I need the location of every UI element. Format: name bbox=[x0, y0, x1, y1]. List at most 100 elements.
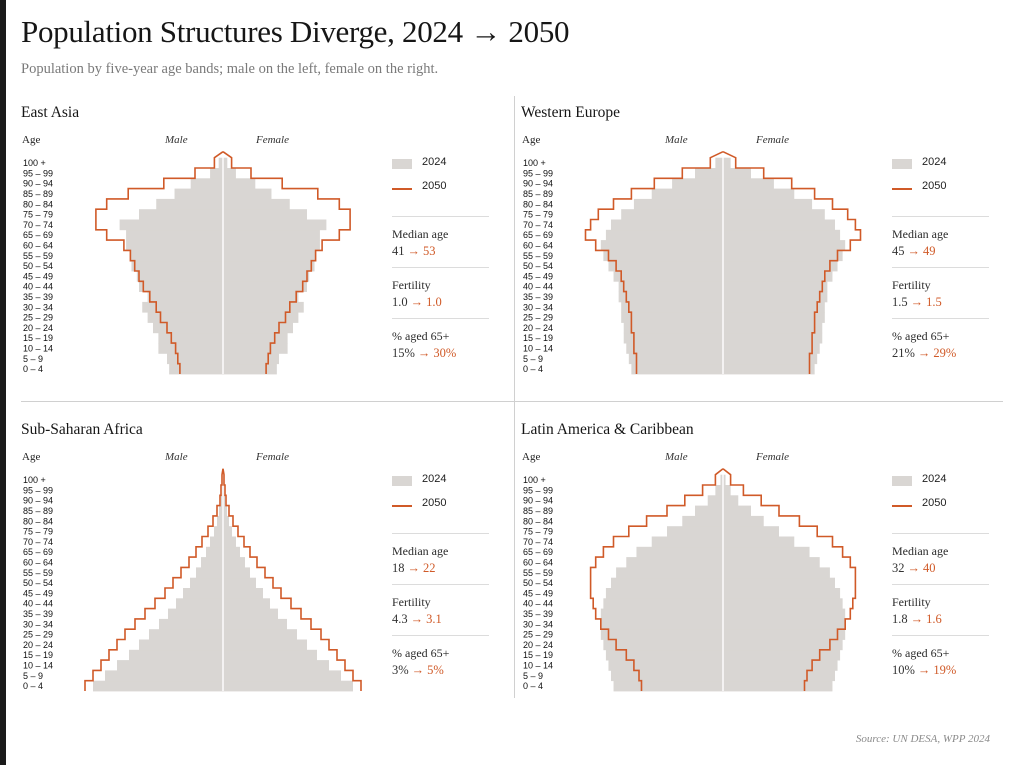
legend-line-2050 bbox=[892, 505, 912, 507]
aged-65-stat: % aged 65+ 3% → 5% bbox=[392, 635, 489, 677]
bar-2024-male bbox=[626, 557, 723, 568]
legend-swatch-2024 bbox=[892, 159, 912, 169]
legend-item-2050: 2050 bbox=[392, 495, 492, 519]
bar-2024-male bbox=[183, 588, 223, 599]
age-band-label: 100 + bbox=[523, 158, 546, 168]
region-title: Sub-Saharan Africa bbox=[21, 421, 143, 438]
bar-2024-female bbox=[723, 546, 810, 558]
bar-2024-male bbox=[169, 363, 223, 375]
bar-2024-female bbox=[223, 219, 327, 231]
age-band-label: 10 – 14 bbox=[23, 343, 53, 353]
bar-2024-female bbox=[223, 363, 277, 375]
legend-swatch-2024 bbox=[392, 476, 412, 486]
bar-2024-female bbox=[723, 178, 774, 189]
bar-2024-female bbox=[723, 660, 838, 671]
age-band-label: 45 – 49 bbox=[523, 271, 553, 281]
aged-65-2050-value: 30% bbox=[433, 346, 457, 360]
bar-2024-male bbox=[159, 618, 223, 630]
bar-2024-female bbox=[223, 322, 293, 334]
age-band-label: 90 – 94 bbox=[23, 179, 53, 189]
aged-65-2024-value: 10% bbox=[892, 663, 915, 677]
median-age-value: 45 → 49 bbox=[892, 244, 936, 259]
age-band-label: 95 – 99 bbox=[23, 485, 53, 495]
male-label: Male bbox=[665, 451, 688, 463]
age-band-label: 10 – 14 bbox=[523, 343, 553, 353]
line-2050-female bbox=[722, 468, 857, 691]
aged-65-2050-value: 19% bbox=[933, 663, 957, 677]
age-band-label: 15 – 19 bbox=[23, 333, 53, 343]
bar-2024-female bbox=[223, 567, 250, 579]
fertility-stat: Fertility 1.0 → 1.0 bbox=[392, 267, 489, 309]
legend-line-2050 bbox=[392, 505, 412, 507]
age-band-label: 50 – 54 bbox=[523, 261, 553, 271]
age-band-label: 30 – 34 bbox=[23, 619, 53, 629]
legend-label-2024: 2024 bbox=[422, 473, 447, 485]
bar-2024-female bbox=[723, 495, 739, 506]
bar-2024-female bbox=[723, 639, 843, 651]
aged-65-2050-value: 5% bbox=[427, 663, 444, 677]
line-2050-female bbox=[222, 468, 362, 691]
age-band-label: 5 – 9 bbox=[523, 671, 543, 681]
bar-2024-male bbox=[600, 629, 723, 640]
age-band-label: 75 – 79 bbox=[23, 210, 53, 220]
age-band-label: 60 – 64 bbox=[23, 557, 53, 567]
median-age-value: 41 → 53 bbox=[392, 244, 436, 259]
bar-2024-male bbox=[219, 505, 223, 517]
bar-2024-female bbox=[223, 209, 307, 220]
bar-2024-male bbox=[611, 219, 723, 231]
age-band-label: 40 – 44 bbox=[523, 282, 553, 292]
legend: 2024 2050 bbox=[892, 154, 992, 202]
female-label: Female bbox=[756, 451, 789, 463]
bar-2024-male bbox=[613, 680, 723, 692]
age-band-label: 30 – 34 bbox=[23, 302, 53, 312]
arrow-icon: → bbox=[907, 244, 921, 258]
age-band-label: 95 – 99 bbox=[523, 485, 553, 495]
median-age-stat: Median age 32 → 40 bbox=[892, 533, 989, 575]
legend-label-2024: 2024 bbox=[922, 473, 947, 485]
age-band-label: 80 – 84 bbox=[523, 199, 553, 209]
age-band-label: 80 – 84 bbox=[23, 516, 53, 526]
bar-2024-female bbox=[223, 505, 227, 517]
aged-65-stat: % aged 65+ 21% → 29% bbox=[892, 318, 989, 360]
bar-2024-female bbox=[223, 495, 225, 506]
fertility-2024-value: 1.0 bbox=[392, 295, 408, 309]
age-band-label: 70 – 74 bbox=[23, 220, 53, 230]
bar-2024-male bbox=[139, 639, 223, 651]
age-band-label: 15 – 19 bbox=[23, 650, 53, 660]
age-band-label: 70 – 74 bbox=[23, 537, 53, 547]
legend-label-2024: 2024 bbox=[422, 156, 447, 168]
bar-2024-female bbox=[723, 240, 846, 251]
age-band-label: 100 + bbox=[23, 158, 46, 168]
age-band-label: 45 – 49 bbox=[23, 588, 53, 598]
bar-2024-male bbox=[147, 312, 223, 323]
age-band-label: 65 – 69 bbox=[523, 547, 553, 557]
bar-2024-female bbox=[723, 219, 835, 231]
bar-2024-female bbox=[223, 526, 232, 537]
age-band-label: 40 – 44 bbox=[23, 599, 53, 609]
aged-65-2050-value: 29% bbox=[933, 346, 957, 360]
bar-2024-female bbox=[723, 670, 835, 682]
female-label: Female bbox=[756, 134, 789, 146]
age-band-label: 45 – 49 bbox=[23, 271, 53, 281]
fertility-label: Fertility bbox=[392, 595, 431, 609]
bar-2024-male bbox=[206, 546, 223, 558]
bar-2024-male bbox=[218, 157, 223, 169]
bar-2024-male bbox=[608, 660, 723, 671]
arrow-icon: → bbox=[917, 346, 931, 360]
line-2050-male bbox=[589, 468, 724, 691]
bar-2024-female bbox=[223, 618, 287, 630]
bar-2024-male bbox=[196, 567, 223, 579]
age-band-label: 35 – 39 bbox=[23, 609, 53, 619]
bar-2024-male bbox=[603, 598, 723, 609]
age-axis-header: Age bbox=[22, 451, 41, 463]
legend: 2024 2050 bbox=[392, 471, 492, 519]
bar-2024-male bbox=[126, 240, 223, 251]
bar-2024-male bbox=[156, 198, 223, 210]
bar-2024-male bbox=[618, 291, 723, 303]
bar-2024-female bbox=[723, 353, 818, 365]
bar-2024-male bbox=[131, 260, 223, 272]
bar-2024-male bbox=[142, 301, 223, 313]
bar-2024-female bbox=[223, 649, 317, 661]
legend-label-2024: 2024 bbox=[922, 156, 947, 168]
